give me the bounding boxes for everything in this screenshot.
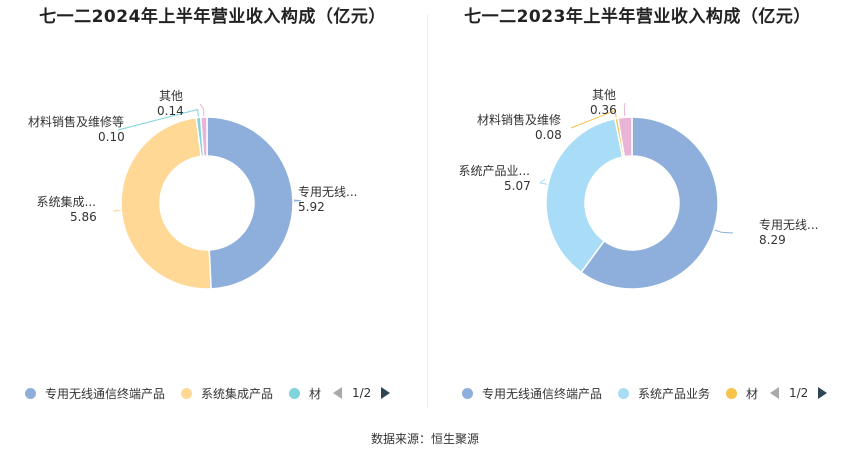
chart-panel-2024: 七一二2024年上半年营业收入构成（亿元） 专用无线... 5.92 系统集成...… (0, 0, 425, 410)
legend-item-materials[interactable]: 材 (726, 383, 758, 403)
slice-value: 8.29 (759, 233, 786, 247)
legend-item-system-products[interactable]: 系统产品业务 (618, 383, 710, 403)
legend-dot (289, 387, 300, 399)
data-source: 数据来源：恒生聚源 (370, 432, 479, 446)
slice-value: 5.92 (298, 200, 325, 214)
page-indicator: 1/2 (352, 386, 372, 400)
pie-slice-0[interactable] (580, 116, 719, 290)
slice-label: 系统集成... (37, 194, 96, 209)
legend-2023: 专用无线通信终端产品 系统产品业务 材 1/2 (425, 383, 850, 403)
prev-page-icon[interactable] (333, 387, 342, 399)
next-page-icon[interactable] (818, 387, 828, 399)
slice-label: 专用无线... (759, 217, 818, 232)
slice-label: 材料销售及维修 (477, 112, 561, 127)
chart-title-2023: 七一二2023年上半年营业收入构成（亿元） (464, 7, 811, 27)
legend-item-wireless-terminal[interactable]: 专用无线通信终端产品 (462, 383, 602, 403)
leader-line (623, 102, 626, 117)
legend-label: 材 (746, 386, 759, 401)
slice-value: 0.10 (98, 130, 125, 144)
pie-slice-3[interactable] (617, 116, 633, 158)
legend-dot (618, 387, 629, 399)
legend-item-wireless-terminal[interactable]: 专用无线通信终端产品 (25, 383, 165, 403)
slice-value: 5.07 (504, 179, 531, 193)
next-page-icon[interactable] (381, 387, 391, 399)
leader-line (293, 199, 302, 202)
legend-label: 系统集成产品 (201, 386, 274, 401)
legend-pager: 1/2 (770, 383, 828, 403)
slice-label: 其他 (159, 89, 183, 103)
slice-value: 0.14 (157, 104, 184, 118)
pie-slice-3[interactable] (199, 116, 208, 157)
page-indicator: 1/2 (789, 386, 809, 400)
pie-slice-0[interactable] (206, 116, 294, 290)
leader-line (570, 109, 617, 129)
slice-label: 系统产品业... (459, 164, 530, 178)
slice-value: 0.36 (590, 103, 617, 117)
legend-pager: 1/2 (333, 383, 391, 403)
legend-dot (25, 387, 36, 399)
slice-label: 材料销售及维修等 (28, 114, 124, 129)
panel-divider (427, 14, 428, 408)
legend-2024: 专用无线通信终端产品 系统集成产品 材 1/2 (0, 383, 425, 403)
slice-label: 专用无线... (298, 184, 357, 199)
legend-dot (726, 387, 737, 399)
slice-label: 其他 (592, 88, 616, 102)
legend-dot (462, 387, 473, 399)
legend-label: 专用无线通信终端产品 (482, 386, 603, 401)
leader-line (539, 178, 548, 185)
leader-line (199, 103, 205, 117)
leader-line (113, 209, 121, 212)
slice-value: 5.86 (70, 210, 97, 224)
chart-panel-2023: 七一二2023年上半年营业收入构成（亿元） 专用无线... 8.29 系统产品业..… (425, 0, 850, 410)
leader-line (117, 108, 199, 131)
leader-line (714, 229, 734, 234)
legend-dot (181, 387, 192, 399)
legend-label: 材 (309, 386, 322, 401)
legend-item-materials[interactable]: 材 (289, 383, 321, 403)
legend-label: 系统产品业务 (638, 386, 711, 401)
pie-slice-1[interactable] (120, 116, 212, 290)
legend-item-system-integration[interactable]: 系统集成产品 (181, 383, 273, 403)
prev-page-icon[interactable] (770, 387, 779, 399)
legend-label: 专用无线通信终端产品 (45, 386, 166, 401)
pie-slice-1[interactable] (545, 117, 624, 274)
chart-title-2024: 七一二2024年上半年营业收入构成（亿元） (39, 7, 386, 27)
slice-value: 0.08 (535, 128, 562, 142)
